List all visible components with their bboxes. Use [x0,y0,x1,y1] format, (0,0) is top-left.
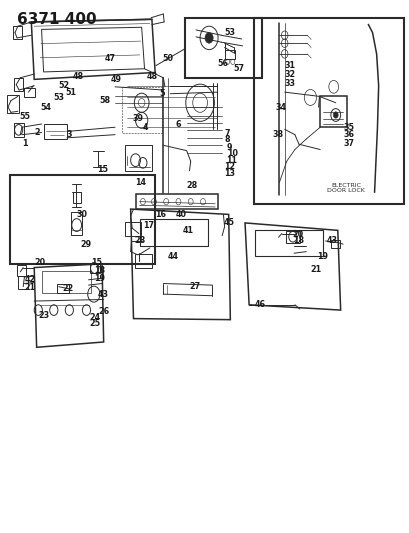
Text: 26: 26 [98,307,109,316]
Bar [24,88,34,98]
Text: 43: 43 [98,289,109,298]
Text: 12: 12 [224,162,235,171]
Bar [330,240,339,248]
Bar [224,50,234,59]
Bar [125,146,151,171]
Bar [43,124,67,139]
Text: 15: 15 [97,165,108,174]
Text: 51: 51 [65,87,76,96]
Text: 22: 22 [63,284,74,293]
Bar [14,124,24,137]
Text: 8: 8 [224,135,230,144]
Text: 39: 39 [132,114,143,123]
Text: 2: 2 [34,128,40,137]
Bar [41,271,90,293]
Text: 33: 33 [284,78,295,87]
Text: 3: 3 [67,130,72,139]
Bar [90,263,100,273]
Text: 18: 18 [292,237,303,246]
Text: 18: 18 [94,266,105,275]
Bar [73,192,81,203]
Text: 25: 25 [90,319,101,328]
Text: 31: 31 [284,61,295,70]
Text: 46: 46 [254,300,265,309]
Text: 4: 4 [143,123,148,132]
Bar [135,254,151,268]
Text: 50: 50 [162,54,173,62]
Bar [57,284,69,293]
Text: 54: 54 [40,102,52,111]
Circle shape [204,33,213,43]
Text: 23: 23 [38,311,49,320]
Text: 11: 11 [226,156,237,165]
Bar [13,26,22,39]
Text: ELECTRIC
DOOR LOCK: ELECTRIC DOOR LOCK [326,182,364,193]
Text: 5: 5 [159,89,164,98]
Text: 24: 24 [90,312,101,321]
Text: 27: 27 [189,282,200,291]
Text: 13: 13 [224,169,235,178]
Text: 17: 17 [143,221,153,230]
Text: 37: 37 [342,139,353,148]
Text: 32: 32 [284,70,295,78]
Text: 19: 19 [317,253,328,261]
Bar [140,219,207,246]
Text: 21: 21 [24,283,36,292]
Text: 6: 6 [175,119,181,128]
Bar [18,276,28,289]
Bar [10,175,155,264]
Text: 14: 14 [135,178,145,187]
Text: 7: 7 [224,129,229,138]
Text: 38: 38 [272,130,283,139]
Text: 41: 41 [182,226,193,235]
Text: 43: 43 [326,237,337,246]
Bar [319,96,346,127]
Text: 47: 47 [105,54,116,62]
Bar [254,230,323,256]
Text: 58: 58 [99,96,110,105]
Text: 28: 28 [186,181,198,190]
Text: 56: 56 [217,59,228,68]
Text: 34: 34 [274,102,285,111]
Text: 28: 28 [135,237,146,246]
Text: 44: 44 [167,253,178,261]
Text: 42: 42 [24,275,36,284]
Bar [125,222,141,236]
Text: 15: 15 [91,258,102,266]
Text: 57: 57 [233,64,244,73]
Text: 9: 9 [226,143,231,152]
Text: 45: 45 [223,219,234,228]
Bar [254,18,403,204]
Text: 48: 48 [72,71,83,80]
Text: 30: 30 [76,210,87,219]
Text: 16: 16 [155,210,166,219]
Bar [185,18,262,78]
Text: 29: 29 [80,240,91,249]
Text: 49: 49 [111,75,122,84]
Circle shape [333,112,337,118]
Text: 20: 20 [34,258,45,266]
Text: 20: 20 [292,230,303,239]
Text: 40: 40 [175,210,186,219]
Text: 19: 19 [94,273,105,282]
Text: 55: 55 [19,112,30,121]
Bar [17,265,26,276]
Text: 53: 53 [53,93,64,102]
Text: 1: 1 [22,139,27,148]
Bar [285,231,299,243]
Bar [71,212,82,235]
Bar [136,194,218,209]
Bar [7,95,20,114]
Text: 21: 21 [310,265,321,273]
Text: 53: 53 [224,28,235,37]
Text: 6371 400: 6371 400 [17,12,97,27]
Text: 52: 52 [58,81,70,90]
Text: 48: 48 [146,71,158,80]
Text: 36: 36 [342,130,353,139]
Bar [14,78,23,91]
Text: 35: 35 [342,123,353,132]
Text: 10: 10 [227,149,238,158]
